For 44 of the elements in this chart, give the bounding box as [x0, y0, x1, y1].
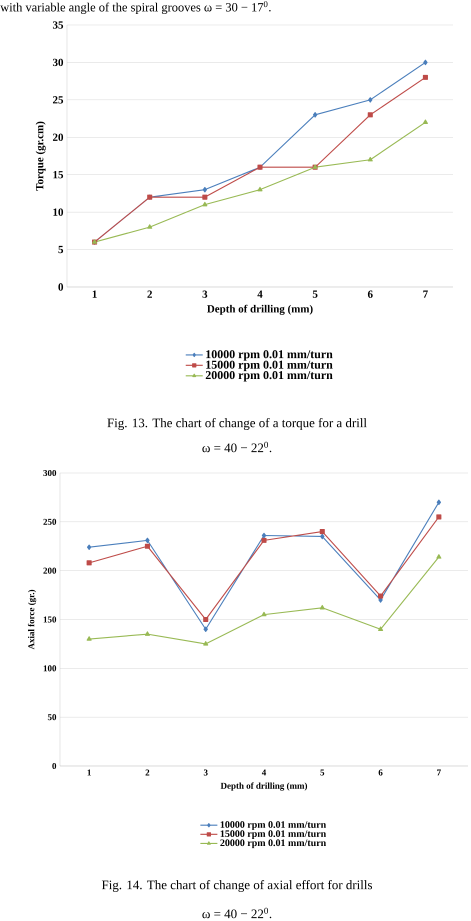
y-tick-label: 100 — [44, 665, 56, 672]
x-tick-label: 3 — [204, 770, 208, 776]
text: ω = 40 − 22$^{0}$. — [202, 908, 272, 918]
x-tick-label: 2 — [146, 770, 150, 776]
y-tick-label: 150 — [44, 616, 56, 623]
legend-label: 10000 rpm 0.01 mm/turn — [206, 350, 333, 361]
y-tick-label: 10 — [53, 208, 64, 216]
y-tick-label: 25 — [52, 96, 64, 104]
x-tick-label: 3 — [202, 290, 208, 298]
y-tick-label: 250 — [43, 518, 56, 525]
x-tick-label: 4 — [262, 770, 266, 776]
x-tick-label: 1 — [92, 290, 97, 298]
y-tick-label: 300 — [43, 470, 56, 476]
x-tick-label: 7 — [423, 290, 428, 298]
y-tick-label: 200 — [43, 568, 56, 574]
x-tick-label: 6 — [368, 290, 373, 298]
legend-label: 15000 rpm 0.01 mm/turn — [220, 830, 326, 840]
caption: Fig. 13. The chart of change of a torque for a drill — [107, 418, 367, 430]
x-axis-title: Depth of drilling (mm) — [207, 304, 313, 315]
x-tick-label: 2 — [147, 290, 152, 298]
legend-label: 10000 rpm 0.01 mm/turn — [220, 821, 326, 830]
y-tick-label: 30 — [52, 58, 64, 66]
caption: Fig. 14. The chart of change of axial effort for drills — [102, 880, 372, 892]
text: with variable angle of the spiral grooves ω = 30 − 17$^{0}$. — [0, 1, 271, 14]
x-tick-label: 5 — [320, 770, 324, 776]
legend-label: 20000 rpm 0.01 mm/turn — [206, 371, 333, 382]
x-tick-label: 4 — [257, 290, 263, 298]
legend-label: 20000 rpm 0.01 mm/turn — [220, 839, 326, 848]
y-tick-label: 50 — [48, 714, 56, 720]
y-tick-label: 15 — [53, 171, 64, 178]
legend-label: 15000 rpm 0.01 mm/turn — [206, 360, 333, 372]
y-tick-label: 20 — [52, 134, 64, 141]
y-axis-title: Axial force (gr.) — [28, 590, 36, 650]
y-tick-label: 0 — [52, 762, 56, 770]
text: ω = 40 − 22$^{0}$. — [202, 442, 272, 452]
x-tick-label: 7 — [437, 770, 441, 776]
y-tick-label: 5 — [58, 246, 64, 254]
y-tick-label: 0 — [58, 283, 64, 291]
x-tick-label: 6 — [378, 770, 383, 776]
x-axis-title: Depth of drilling (mm) — [220, 782, 308, 791]
x-tick-label: 1 — [88, 770, 91, 776]
x-tick-label: 5 — [312, 290, 318, 298]
y-tick-label: 35 — [52, 21, 64, 29]
y-axis-title: Torque (gr.cm) — [36, 122, 46, 191]
